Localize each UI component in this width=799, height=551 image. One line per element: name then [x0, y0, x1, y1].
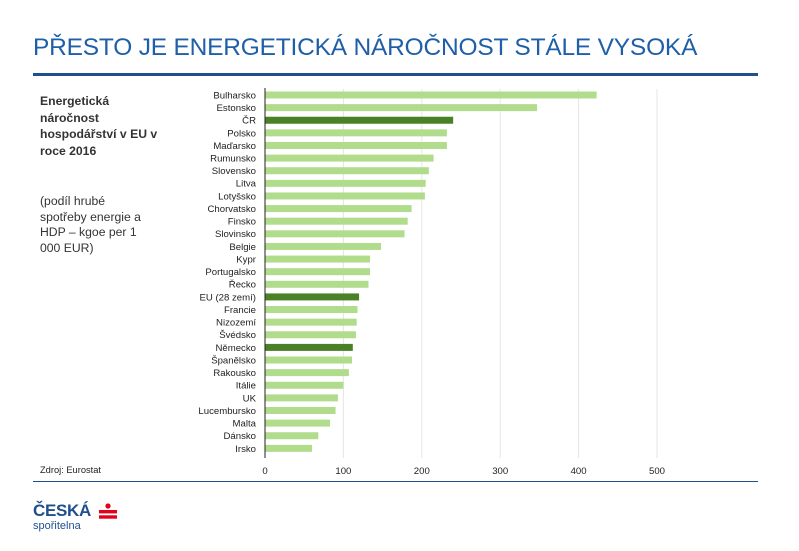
category-label: Chorvatsko — [207, 204, 256, 215]
category-label: Estonsko — [217, 103, 256, 114]
bar — [265, 356, 353, 364]
chart-description-subtitle: (podíl hrubé spotřeby energie a HDP – kg… — [40, 194, 141, 255]
bar — [265, 293, 360, 301]
category-label: Maďarsko — [213, 141, 256, 152]
bar — [265, 167, 429, 175]
category-label: Švédsko — [219, 330, 256, 341]
chart-description-title: Energetická náročnost hospodářství v EU … — [40, 94, 158, 158]
category-label: Slovinsko — [215, 229, 256, 240]
logo-subtitle: spořitelna — [33, 520, 81, 532]
category-label: Bulharsko — [213, 90, 256, 101]
source-note: Zdroj: Eurostat — [40, 465, 101, 475]
logo-name: ČESKÁ — [33, 501, 92, 520]
category-label: Finsko — [228, 217, 256, 228]
category-label: Španělsko — [211, 355, 256, 366]
x-tick-label: 0 — [262, 466, 267, 477]
brand-logo: ČESKÁ spořitelna — [33, 501, 118, 532]
category-label: EU (28 zemí) — [199, 292, 256, 303]
bar — [265, 192, 425, 200]
category-label: Polsko — [227, 128, 256, 139]
category-label: Slovensko — [212, 166, 256, 177]
bar — [265, 141, 447, 149]
category-label: UK — [243, 393, 257, 404]
page-title: PŘESTO JE ENERGETICKÁ NÁROČNOST STÁLE VY… — [33, 34, 698, 61]
bar — [265, 217, 408, 225]
category-label: Rumunsko — [210, 154, 256, 165]
x-tick-label: 100 — [335, 466, 351, 477]
category-label: Irsko — [235, 444, 256, 455]
bar — [265, 230, 405, 238]
bar — [265, 129, 447, 137]
category-label: Německo — [215, 343, 256, 354]
category-label: Francie — [224, 305, 256, 316]
category-label: Dánsko — [223, 431, 256, 442]
bar — [265, 419, 331, 427]
category-label: Lotyšsko — [218, 191, 256, 202]
bar — [265, 91, 597, 99]
x-tick-label: 400 — [571, 466, 587, 477]
bar — [265, 280, 369, 288]
bar — [265, 331, 356, 339]
bar — [265, 369, 349, 377]
bar — [265, 318, 357, 326]
bar — [265, 255, 371, 263]
x-tick-label: 500 — [649, 466, 665, 477]
category-label: Nizozemí — [216, 318, 256, 329]
category-label: Kypr — [236, 254, 257, 265]
title-divider — [33, 73, 758, 76]
x-tick-label: 200 — [414, 466, 430, 477]
category-label: Belgie — [229, 242, 256, 253]
bar — [265, 268, 371, 276]
bar — [265, 116, 454, 124]
bar — [265, 242, 382, 250]
bar — [265, 306, 358, 314]
bar — [265, 394, 338, 402]
footer-divider — [33, 481, 758, 482]
category-label: Portugalsko — [205, 267, 256, 278]
bar — [265, 205, 412, 213]
bar — [265, 343, 353, 351]
category-label: Lucembursko — [198, 406, 256, 417]
x-tick-label: 300 — [492, 466, 508, 477]
bar — [265, 381, 344, 389]
bar — [265, 407, 336, 414]
category-label: Litva — [236, 179, 257, 190]
s-logo-icon — [98, 503, 118, 525]
bar — [265, 179, 426, 187]
category-label: ČR — [242, 116, 256, 127]
category-label: Řecko — [229, 280, 256, 291]
category-label: Malta — [233, 419, 257, 430]
bar — [265, 432, 319, 440]
bar — [265, 444, 313, 452]
category-label: Itálie — [236, 381, 256, 392]
bar — [265, 154, 434, 162]
category-label: Rakousko — [213, 368, 256, 379]
bar — [265, 104, 538, 112]
